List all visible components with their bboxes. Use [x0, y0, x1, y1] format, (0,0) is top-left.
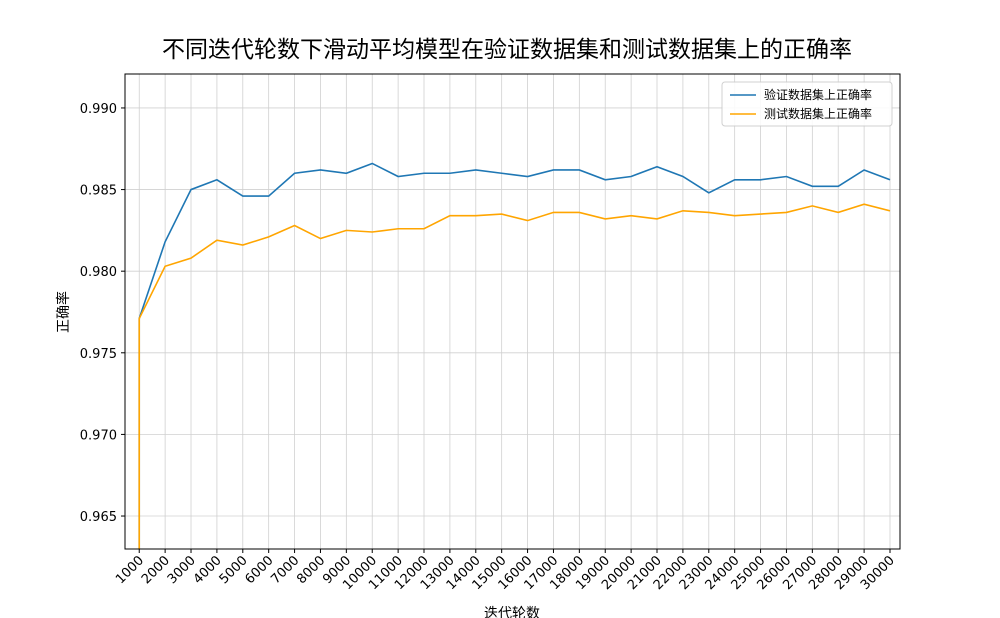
legend-label: 测试数据集上正确率 — [764, 106, 872, 121]
y-tick-label: 0.990 — [80, 102, 117, 117]
legend-box — [721, 81, 893, 127]
x-tick-label: 7000 — [268, 553, 302, 587]
x-tick-label: 1000 — [113, 553, 147, 587]
legend-label: 验证数据集上正确率 — [764, 87, 872, 102]
x-tick-label: 5000 — [217, 553, 251, 587]
x-tick-label: 8000 — [294, 553, 328, 587]
line — [138, 203, 891, 549]
x-tick-label: 6000 — [243, 553, 277, 587]
y-tick-label: 0.985 — [80, 184, 117, 199]
y-tick-label: 0.975 — [80, 347, 117, 362]
y-tick-label: 0.970 — [80, 428, 117, 443]
y-axis-label: 正确率 — [55, 291, 72, 333]
y-tick-label: 0.965 — [80, 510, 117, 525]
x-tick-label: 2000 — [139, 553, 173, 587]
x-tick-label: 4000 — [191, 553, 225, 587]
x-tick-label: 3000 — [165, 553, 199, 587]
x-axis-label: 迭代轮数 — [484, 606, 540, 618]
plot-frame — [124, 73, 901, 550]
y-tick-label: 0.980 — [80, 265, 117, 280]
line — [138, 162, 891, 549]
chart-title: 不同迭代轮数下滑动平均模型在验证数据集和测试数据集上的正确率 — [162, 37, 852, 63]
